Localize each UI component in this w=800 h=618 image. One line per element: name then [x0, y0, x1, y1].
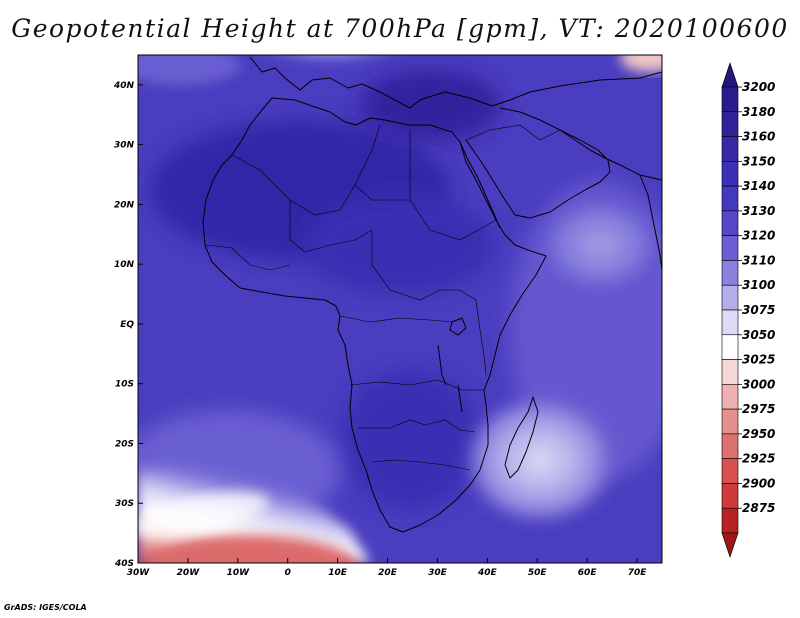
lake-victoria [449, 317, 467, 336]
colorbar-label: 2875 [742, 501, 775, 515]
border-sahara-1 [231, 124, 381, 216]
colorbar-swatch [721, 483, 739, 509]
lon-tick-label: 10W [227, 568, 251, 578]
colorbar-label: 3050 [742, 328, 775, 342]
lat-tick-label: 40N [113, 81, 135, 91]
lon-tick-label: 10E [328, 568, 348, 578]
lon-tick-label: 50E [528, 568, 548, 578]
lon-tick-label: 40E [477, 568, 498, 578]
field-madagascar-high [460, 392, 620, 528]
lon-tick-label: 30E [428, 568, 448, 578]
africa-coastline [202, 97, 547, 533]
border-south-3 [371, 459, 471, 471]
colorbar-label: 3140 [742, 179, 775, 193]
chart-title: Geopotential Height at 700hPa [gpm], VT:… [11, 14, 789, 43]
arabia-coast [465, 107, 611, 219]
europe-coast [249, 56, 662, 109]
colorbar-label: 2925 [742, 452, 775, 466]
country-borders [205, 124, 561, 471]
lat-tick-label: 30N [114, 141, 135, 151]
field-high-southern-africa [340, 370, 480, 510]
colorbar-swatch [721, 111, 739, 137]
colorbar-swatch [721, 284, 739, 311]
field-ne-corner [620, 55, 662, 72]
colorbar-swatch [721, 384, 739, 410]
border-south-1 [349, 379, 484, 391]
border-central-2 [371, 230, 477, 301]
colorbar-label: 3075 [742, 303, 775, 317]
colorbar-swatch [721, 458, 739, 484]
grads-credit: GrADS: IGES/COLA [4, 603, 87, 612]
lon-tick-label: 30W [127, 568, 151, 578]
border-sahara-2 [289, 200, 373, 253]
colorbar-label: 3025 [742, 353, 775, 367]
border-central-1 [409, 199, 497, 241]
field-sw-trough-core [142, 535, 358, 563]
field-high-sahel [305, 195, 495, 295]
colorbar-label: 3110 [742, 253, 775, 267]
colorbar-swatch [721, 86, 739, 113]
height-field [138, 55, 662, 563]
border-central-3 [339, 315, 453, 323]
colorbar-top-arrow [721, 62, 739, 88]
colorbar-label: 3000 [742, 377, 775, 391]
colorbar-label: 3180 [742, 105, 775, 119]
colorbar-swatch [721, 408, 739, 435]
lat-tick-label: 20N [114, 200, 135, 210]
lake-malawi [457, 384, 463, 413]
colorbar-label: 3100 [742, 278, 775, 292]
colorbar-swatch [721, 210, 739, 236]
colorbar-label: 3120 [742, 229, 775, 243]
plot-frame [137, 54, 663, 564]
colorbar-label: 2975 [742, 402, 775, 416]
lake-tanganyika [437, 344, 447, 386]
field-n-trough [240, 55, 420, 98]
lon-tick-label: 60E [578, 568, 598, 578]
lat-tick-label: 30S [115, 499, 134, 509]
colorbar-label: 3160 [742, 130, 775, 144]
colorbar-swatch [721, 185, 739, 212]
colorbar-label: 3130 [742, 204, 775, 218]
colorbar-label: 3200 [742, 80, 775, 94]
lon-tick-label: 20E [378, 568, 398, 578]
field-sw-trough-white [138, 492, 269, 538]
border-south-2 [358, 419, 476, 433]
lon-tick-label: 0 [285, 568, 291, 578]
coastlines [202, 56, 662, 533]
colorbar-label: 3150 [742, 154, 775, 168]
border-east-1 [475, 299, 487, 376]
india-coast [639, 174, 662, 271]
lat-tick-label: 10S [115, 380, 134, 390]
colorbar-swatch [721, 309, 739, 336]
lat-tick-label: 40S [114, 559, 134, 569]
lon-tick-label: 70E [628, 568, 648, 578]
red-sea [459, 141, 501, 229]
colorbar-label: 2900 [742, 476, 775, 490]
colorbar-swatch [721, 235, 739, 261]
field-arabian-sea [530, 190, 662, 300]
colorbar-label: 2950 [742, 427, 775, 441]
lat-tick-label: 10N [114, 260, 135, 270]
colorbar-swatch [721, 334, 739, 360]
border-middle-east [465, 124, 561, 141]
border-west-1 [205, 244, 291, 271]
colorbar-swatch [721, 359, 739, 385]
colorbar-swatch [721, 136, 739, 162]
lon-tick-label: 20W [177, 568, 201, 578]
colorbar-bottom-arrow [721, 532, 739, 558]
lon-axis: 30W 20W 10W 0 10E 20E 30E 40E 50E 60E 70E [127, 558, 647, 578]
colorbar-swatch [721, 161, 739, 187]
madagascar [504, 396, 539, 479]
lat-axis: 40N 30N 20N 10N EQ 10S 20S 30S 40S [113, 81, 143, 569]
colorbar-swatch [721, 433, 739, 459]
lat-tick-label: 20S [115, 439, 134, 449]
colorbar: 3200 3180 3160 3150 3140 3130 3120 3110 3100 3075… [721, 62, 775, 558]
lat-tick-label: EQ [120, 320, 134, 330]
colorbar-swatch [721, 260, 739, 286]
field-nw-corner [138, 55, 240, 85]
colorbar-swatch [721, 507, 739, 534]
